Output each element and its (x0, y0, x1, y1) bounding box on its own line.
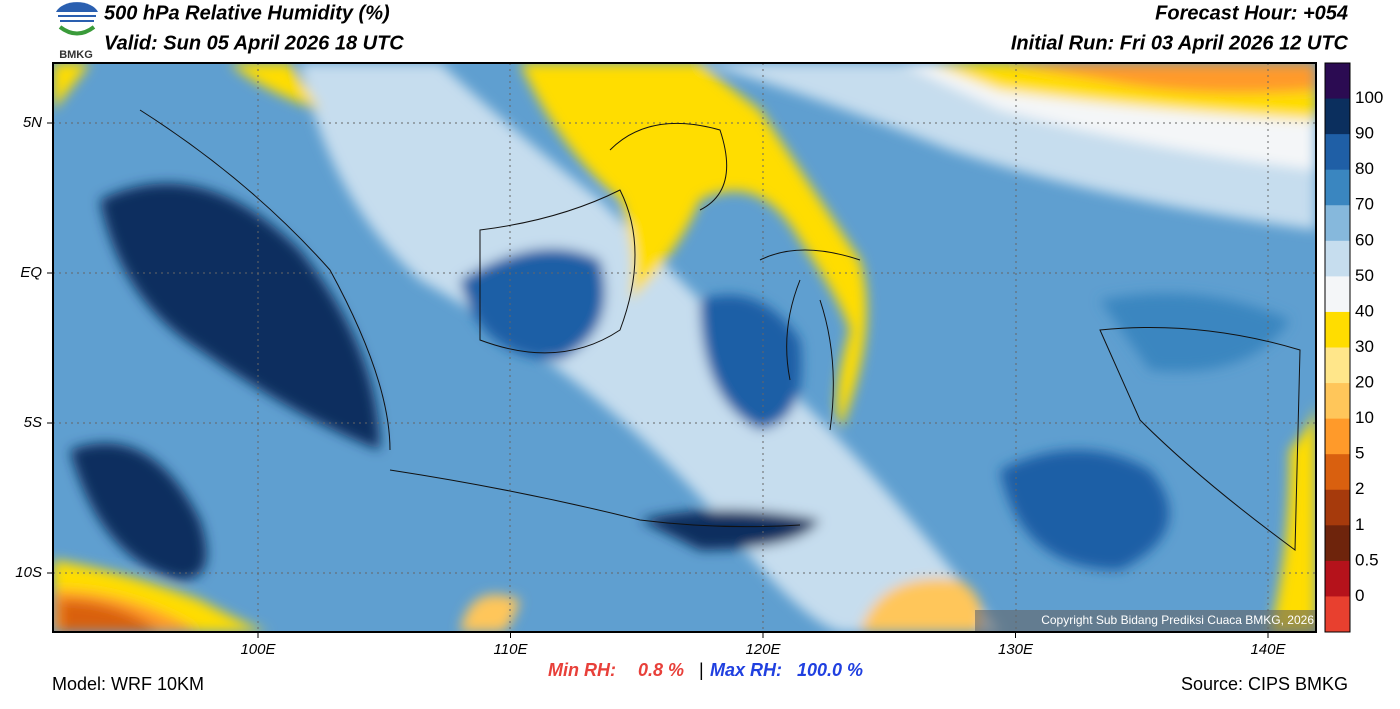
model: Model: WRF 10KM (52, 674, 204, 694)
colorbar-swatch (1325, 454, 1350, 491)
separator: | (699, 660, 704, 680)
initial-run: Initial Run: Fri 03 April 2026 12 UTC (1011, 32, 1349, 54)
max-label: Max RH: (710, 660, 782, 680)
title: 500 hPa Relative Humidity (%) (104, 2, 390, 24)
min-value: 0.8 % (638, 660, 684, 680)
min-label: Min RH: (548, 660, 616, 680)
colorbar-label: 1 (1355, 515, 1364, 534)
colorbar-swatch (1325, 347, 1350, 384)
colorbar-swatch (1325, 383, 1350, 420)
colorbar-label: 40 (1355, 301, 1374, 320)
forecast-hour: Forecast Hour: +054 (1155, 2, 1348, 24)
colorbar-label: 20 (1355, 373, 1374, 392)
logo: BMKG (56, 2, 98, 61)
colorbar-label: 90 (1355, 124, 1374, 143)
max-value: 100.0 % (797, 660, 863, 680)
source: Source: CIPS BMKG (1181, 674, 1348, 694)
copyright: Copyright Sub Bidang Prediksi Cuaca BMKG… (1041, 613, 1314, 627)
colorbar-label: 100 (1355, 88, 1383, 107)
colorbar-label: 30 (1355, 337, 1374, 356)
colorbar-swatch (1325, 525, 1350, 562)
colorbar-label: 70 (1355, 195, 1374, 214)
lon-label: 110E (494, 641, 529, 658)
rh-range: Min RH: 0.8 % | Max RH: 100.0 % (548, 660, 863, 680)
lat-label: EQ (20, 264, 42, 281)
colorbar-swatch (1325, 63, 1350, 100)
colorbar-swatch (1325, 134, 1350, 171)
valid-time: Valid: Sun 05 April 2026 18 UTC (104, 32, 404, 54)
lon-labels: 100E 110E 120E 130E 140E (240, 632, 1287, 658)
lon-label: 140E (1250, 641, 1286, 658)
lat-label: 5N (23, 114, 42, 131)
colorbar-swatch (1325, 489, 1350, 526)
colorbar-swatch (1325, 560, 1350, 597)
lat-label: 5S (24, 414, 42, 431)
colorbar-label: 10 (1355, 408, 1374, 427)
humidity-field: Copyright Sub Bidang Prediksi Cuaca BMKG… (53, 63, 1316, 632)
colorbar-swatch (1325, 205, 1350, 242)
colorbar-label: 5 (1355, 444, 1364, 463)
colorbar: 100 90 80 70 60 50 40 30 20 10 5 2 1 0.5 0 (1324, 62, 1383, 633)
colorbar-label: 2 (1355, 479, 1364, 498)
colorbar-swatch (1325, 418, 1350, 455)
logo-text: BMKG (59, 49, 93, 61)
colorbar-swatch (1325, 276, 1350, 313)
colorbar-frame (1324, 62, 1351, 633)
colorbar-swatch (1325, 169, 1350, 206)
lat-label: 10S (15, 564, 42, 581)
colorbar-swatch (1325, 311, 1350, 348)
colorbar-swatch (1325, 596, 1350, 633)
coastlines (139, 109, 1301, 551)
colorbar-label: 60 (1355, 230, 1374, 249)
lon-label: 120E (745, 641, 781, 658)
map-frame (52, 62, 1317, 633)
graticule (53, 63, 1316, 632)
colorbar-label: 0.5 (1355, 550, 1379, 569)
colorbar-label: 80 (1355, 159, 1374, 178)
lon-label: 130E (998, 641, 1034, 658)
colorbar-swatch (1325, 98, 1350, 135)
colorbar-label: 0 (1355, 586, 1364, 605)
lon-label: 100E (240, 641, 276, 658)
lat-labels: 5N EQ 5S 10S (15, 114, 53, 581)
colorbar-label: 50 (1355, 266, 1374, 285)
colorbar-swatch (1325, 240, 1350, 277)
